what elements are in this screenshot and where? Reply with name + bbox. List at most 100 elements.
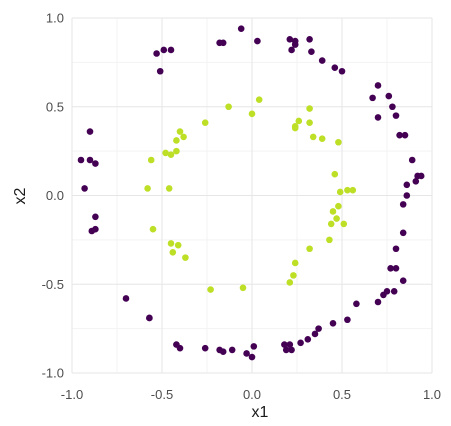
data-point xyxy=(414,172,421,180)
y-tick-label: 0.5 xyxy=(46,99,64,114)
data-point xyxy=(333,215,340,222)
x-tick-label: 0.0 xyxy=(243,387,261,402)
data-point xyxy=(225,103,232,111)
data-point xyxy=(144,185,151,192)
data-point xyxy=(86,156,94,164)
data-point xyxy=(329,320,337,327)
data-point xyxy=(248,110,256,118)
data-point xyxy=(219,39,227,47)
data-point xyxy=(318,57,326,64)
data-point xyxy=(92,160,99,167)
data-point xyxy=(156,67,164,75)
data-point xyxy=(297,339,304,347)
data-point xyxy=(92,213,99,221)
data-point xyxy=(176,128,184,135)
data-point xyxy=(340,220,348,228)
data-point xyxy=(335,138,342,146)
data-point xyxy=(290,272,297,279)
data-point xyxy=(282,346,290,354)
data-point xyxy=(173,137,180,144)
data-point xyxy=(228,346,236,354)
data-point xyxy=(281,341,288,348)
data-point xyxy=(353,300,360,308)
data-point xyxy=(304,335,312,343)
data-point xyxy=(349,186,357,194)
data-point xyxy=(147,156,155,164)
data-point xyxy=(153,50,160,57)
data-point xyxy=(149,225,157,233)
data-point xyxy=(306,119,313,127)
data-point xyxy=(176,344,184,352)
data-point xyxy=(286,341,294,348)
data-point xyxy=(308,48,315,56)
data-point xyxy=(392,245,400,253)
data-points xyxy=(77,25,425,361)
data-point xyxy=(250,343,258,350)
data-point xyxy=(173,147,180,155)
data-point xyxy=(390,288,398,295)
data-point xyxy=(374,114,382,121)
y-tick-label: -0.5 xyxy=(42,277,64,292)
data-point xyxy=(399,201,407,208)
data-point xyxy=(295,117,303,125)
data-point xyxy=(335,202,342,210)
data-point xyxy=(248,353,256,361)
data-point xyxy=(306,245,313,253)
data-point xyxy=(396,131,403,139)
data-point xyxy=(326,236,333,244)
data-point xyxy=(306,36,313,43)
data-point xyxy=(160,46,168,54)
y-tick-label: 0.0 xyxy=(46,188,64,203)
data-point xyxy=(167,240,175,247)
data-point xyxy=(255,96,263,103)
data-point xyxy=(254,37,261,45)
data-point xyxy=(286,36,294,43)
data-point xyxy=(86,128,94,135)
data-point xyxy=(81,185,88,192)
data-point xyxy=(165,185,173,192)
data-point xyxy=(167,151,175,158)
data-point xyxy=(387,264,394,272)
data-point xyxy=(374,82,382,89)
data-point xyxy=(331,170,339,178)
data-point xyxy=(291,124,299,132)
data-point xyxy=(162,149,169,157)
data-point xyxy=(408,156,416,164)
data-point xyxy=(243,350,250,357)
data-point xyxy=(286,279,294,286)
data-point xyxy=(369,94,376,102)
data-point xyxy=(291,41,299,48)
data-point xyxy=(399,229,407,237)
data-point xyxy=(392,264,400,272)
data-point xyxy=(237,25,245,32)
y-axis-label: x2 xyxy=(12,187,29,204)
data-point xyxy=(329,208,337,215)
data-point xyxy=(315,325,322,332)
data-point xyxy=(327,220,335,228)
data-point xyxy=(331,64,339,71)
data-point xyxy=(311,330,319,338)
data-point xyxy=(306,105,313,112)
data-point xyxy=(318,135,326,142)
data-point xyxy=(389,103,396,111)
data-point xyxy=(309,133,317,141)
data-point xyxy=(207,286,214,293)
data-point xyxy=(338,67,346,75)
x-tick-label: 0.5 xyxy=(333,387,351,402)
data-point xyxy=(122,295,130,302)
y-tick-label: 1.0 xyxy=(46,11,64,26)
data-point xyxy=(201,119,209,127)
data-point xyxy=(169,249,177,256)
data-point xyxy=(174,241,182,249)
y-axis-ticks: -1.0 -0.5 0.0 0.5 1.0 xyxy=(42,11,64,381)
data-point xyxy=(403,181,411,189)
x-axis-label: x1 xyxy=(252,404,269,421)
y-tick-label: -1.0 xyxy=(42,366,64,381)
x-tick-label: -0.5 xyxy=(151,387,173,402)
data-point xyxy=(288,46,295,54)
data-point xyxy=(412,178,420,185)
data-point xyxy=(380,291,387,299)
data-point xyxy=(385,92,393,100)
data-point xyxy=(201,344,209,352)
